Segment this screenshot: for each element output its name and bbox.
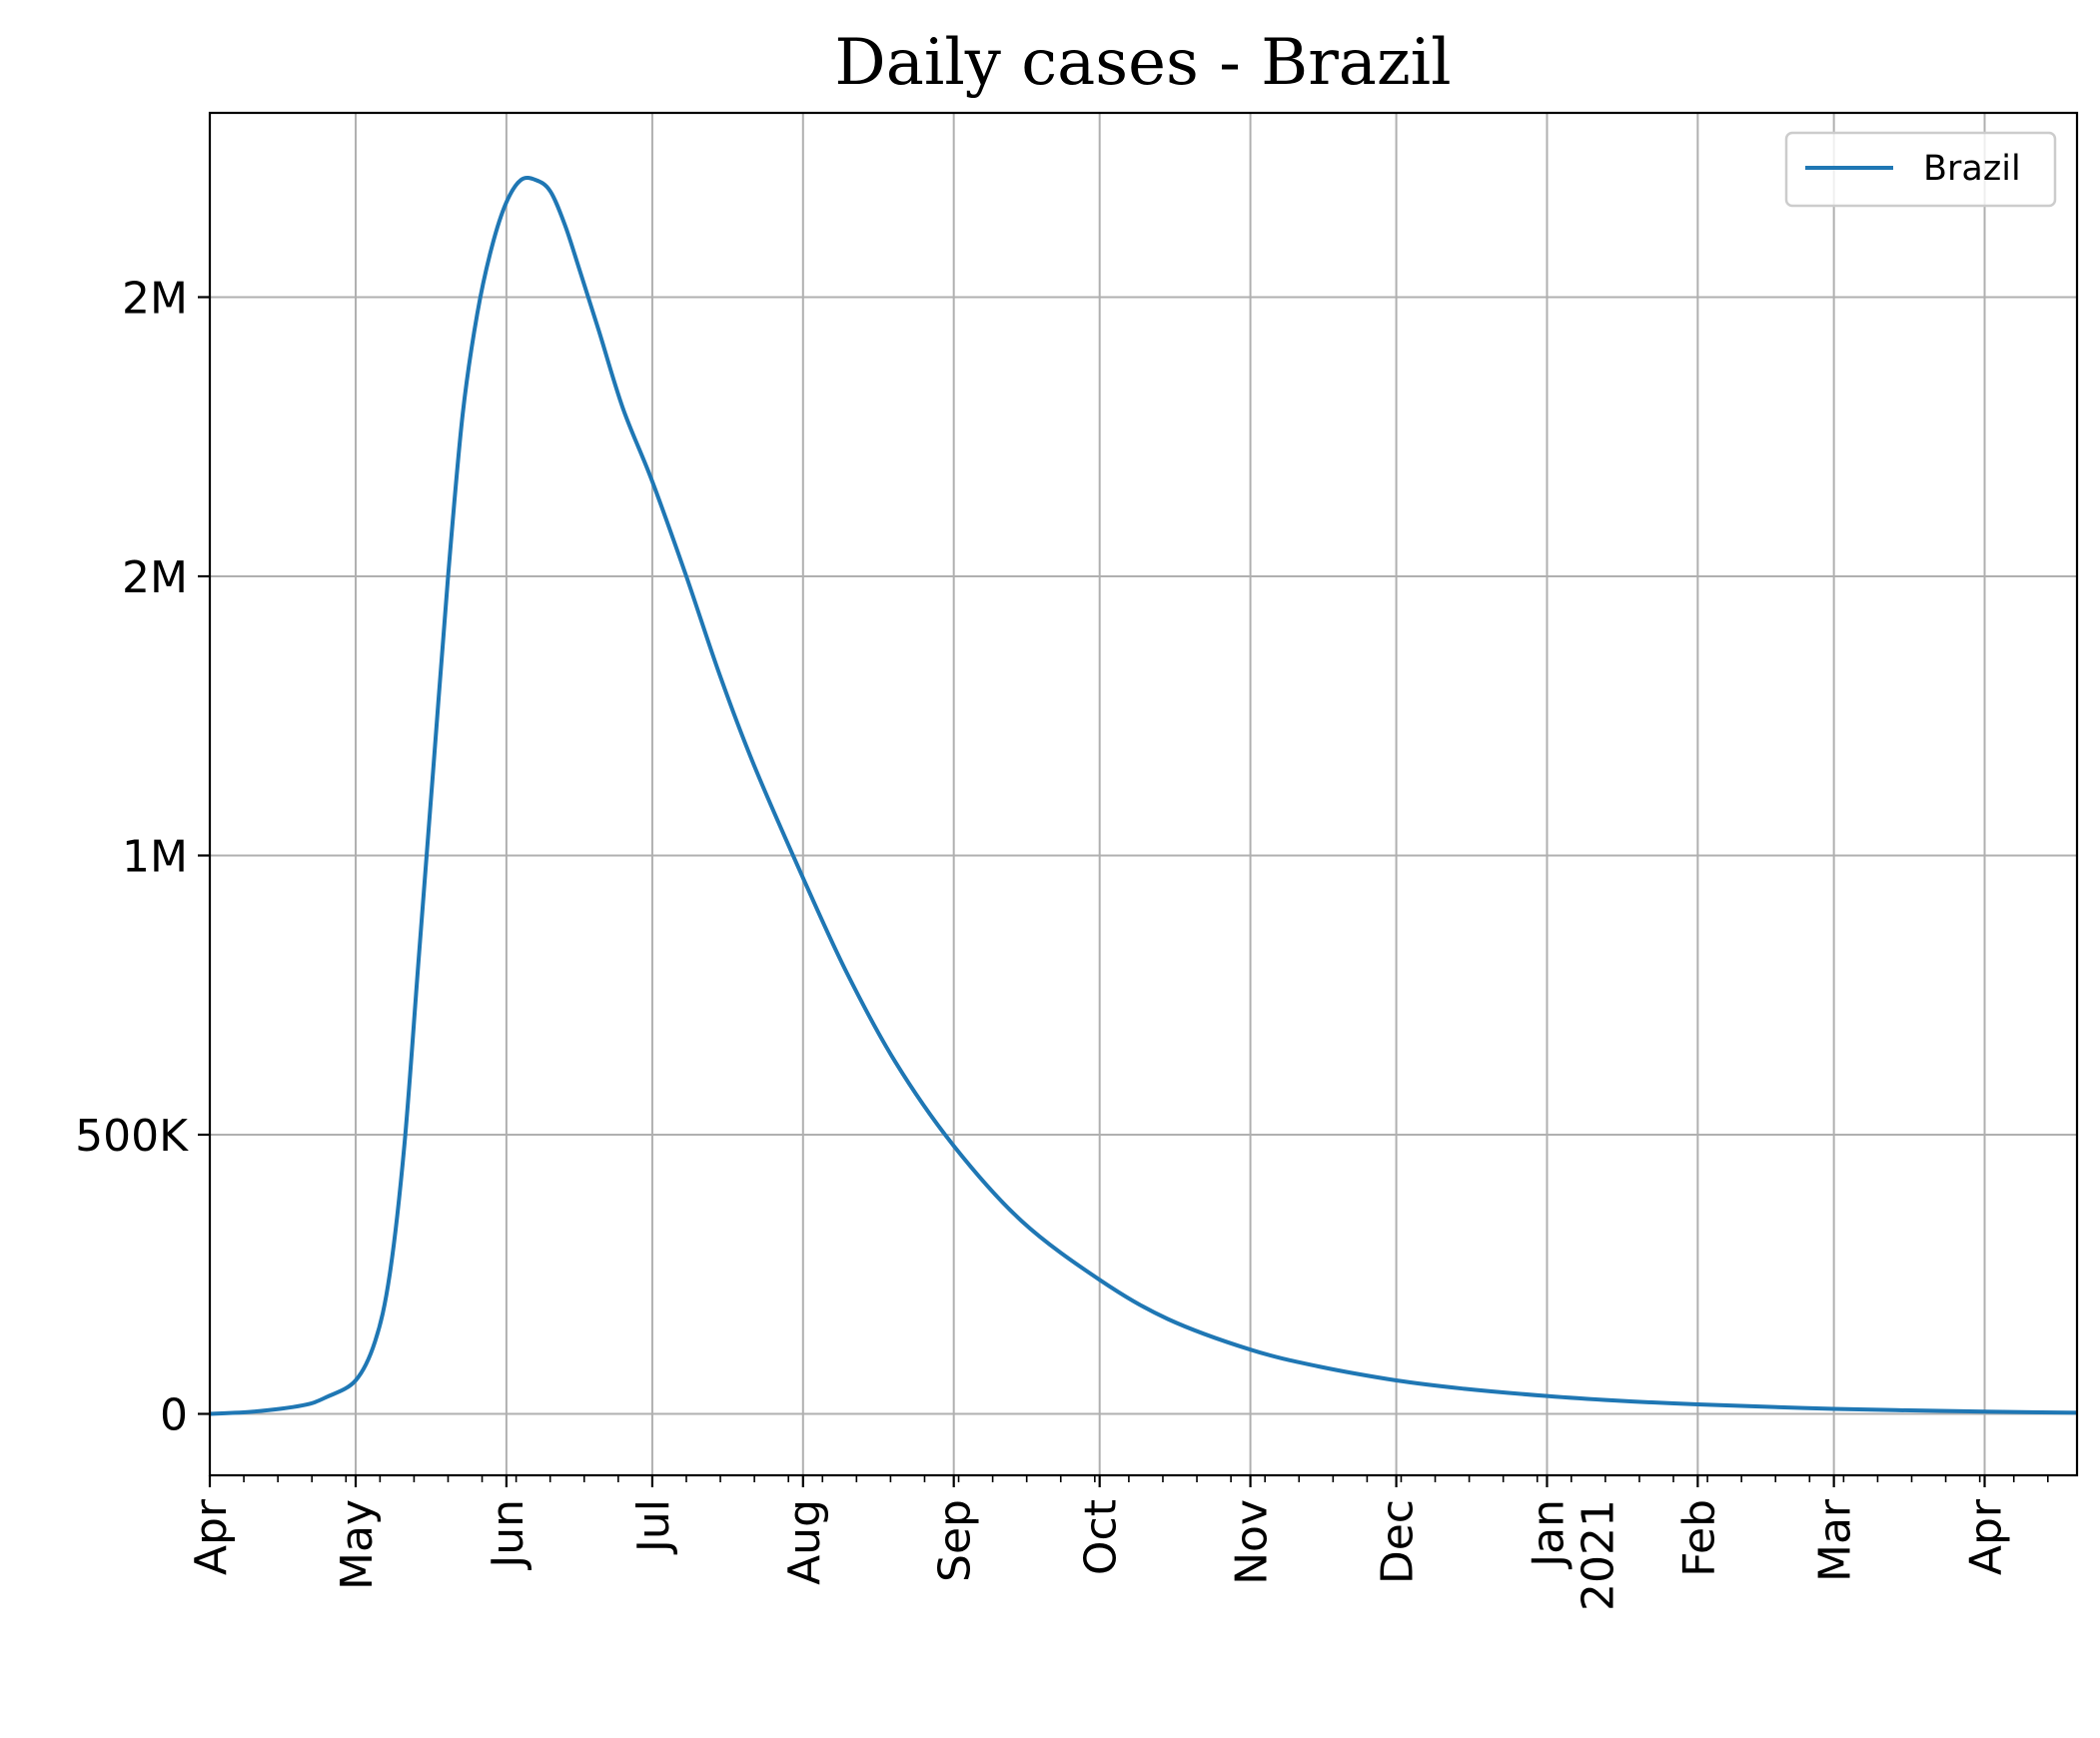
- x-tick-label-12: Apr: [1961, 1498, 2012, 1575]
- y-tick-label-0: 0: [160, 1390, 188, 1441]
- x-tick-label-1: May: [332, 1499, 383, 1590]
- x-tick-label-0: Apr: [186, 1498, 237, 1575]
- grid: [209, 113, 2077, 1475]
- legend: Brazil: [1784, 131, 2057, 208]
- legend-label-brazil: Brazil: [1923, 149, 2021, 189]
- y-axis: 0 500K 1M 2M 2M: [75, 273, 210, 1441]
- x-tick-label-10: Feb: [1673, 1499, 1724, 1577]
- x-tick-label-6: Oct: [1076, 1499, 1127, 1575]
- x-tick-label-11: Mar: [1810, 1498, 1861, 1582]
- x-tick-label-8: Dec: [1373, 1499, 1424, 1584]
- x-tick-label-9: Jan: [1523, 1499, 1574, 1570]
- plot-frame: [208, 111, 2079, 1477]
- chart-title: Daily cases - Brazil: [834, 26, 1451, 100]
- x-tick-sublabel-9: 2021: [1573, 1499, 1623, 1611]
- x-tick-label-7: Nov: [1227, 1499, 1278, 1585]
- x-tick-label-4: Aug: [779, 1499, 830, 1585]
- x-tick-label-5: Sep: [930, 1499, 981, 1582]
- x-tick-label-3: Jul: [628, 1499, 679, 1555]
- y-tick-label-1: 500K: [75, 1111, 189, 1162]
- y-tick-label-4: 2M: [122, 273, 188, 324]
- y-tick-label-2: 1M: [122, 831, 188, 882]
- series-layer: [209, 175, 2078, 1416]
- x-tick-label-2: Jun: [483, 1499, 533, 1571]
- series-line-brazil: [209, 175, 2078, 1416]
- legend-box: [1784, 131, 2057, 208]
- y-tick-label-3: 2M: [122, 552, 188, 603]
- x-axis: Apr May Jun Jul Aug Sep Oct Nov Dec Jan 2021 Feb Mar…: [186, 1475, 2049, 1611]
